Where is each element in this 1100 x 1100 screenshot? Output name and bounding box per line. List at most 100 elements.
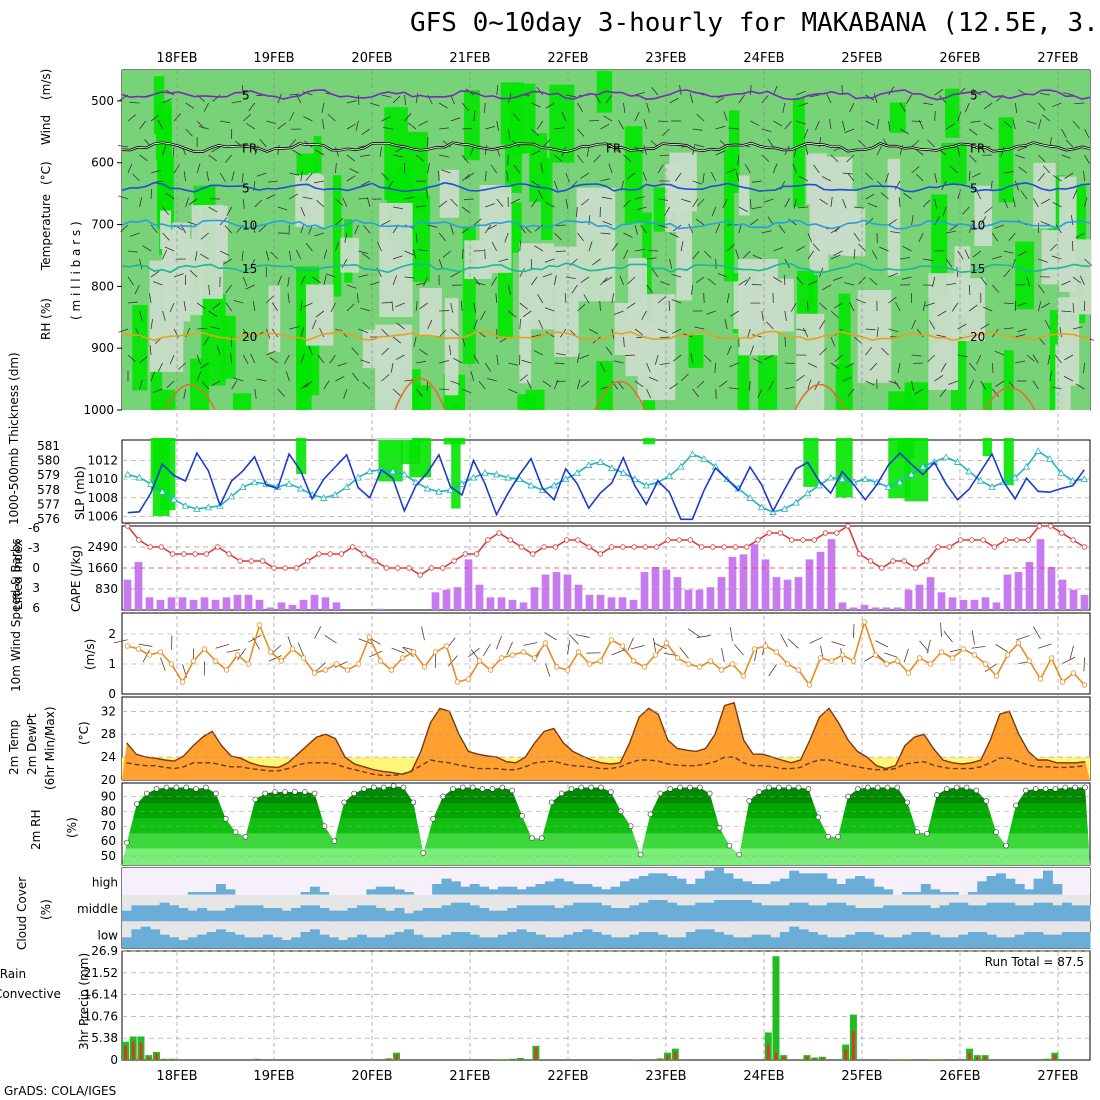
rh-light-cell [974, 185, 992, 247]
wind-barb [1017, 250, 1028, 257]
wind-barb [900, 257, 911, 260]
wind-barb [360, 307, 371, 312]
y-tick-label-upper: 600 [91, 156, 114, 170]
lifted-index-series-point [203, 551, 210, 557]
wind-barb [752, 358, 762, 364]
thickness-series-point [827, 473, 835, 481]
wind-barb [611, 293, 615, 304]
cloud-low-cell [855, 932, 865, 948]
wind-speed-series-point [344, 667, 351, 673]
wind-barb-10m [627, 637, 634, 651]
rh-point [222, 815, 229, 822]
cape-bar [200, 597, 209, 610]
wind-barb [153, 388, 163, 393]
wind-barb [1061, 310, 1072, 313]
wind-barb [162, 232, 170, 241]
wind-barb [415, 93, 419, 104]
wind-barb [555, 352, 566, 356]
wind-barb [613, 360, 624, 364]
wind-barb [256, 172, 267, 177]
wind-speed-series-point [806, 682, 813, 688]
cloud-low-cell [892, 937, 903, 948]
wind-barb [216, 345, 221, 356]
cloud-middle-cell [892, 905, 903, 922]
wind-barb [735, 171, 740, 182]
wind-barb [588, 328, 598, 335]
cloud-middle-cell [1024, 905, 1035, 922]
wind-speed-series-point [674, 655, 681, 661]
cloud-middle-cell [131, 905, 142, 922]
precip-total-bar [935, 1059, 943, 1060]
cloud-high-cell [1005, 878, 1016, 895]
rh-light-cell [887, 158, 901, 276]
precip-convective-bar [147, 1056, 151, 1060]
wind-barb [196, 302, 206, 310]
wind-speed-series-point [927, 661, 934, 667]
lifted-index-series-point [867, 558, 874, 564]
wind-barb [233, 377, 244, 382]
wind-barb [761, 230, 772, 234]
lifted-index-series-point [440, 565, 446, 571]
wind-barb [416, 360, 427, 364]
wind-barb [127, 276, 134, 286]
wind-barb-10m [470, 649, 480, 661]
wind-barb [358, 328, 368, 333]
wind-barb [968, 362, 977, 371]
wind-barb [287, 276, 290, 287]
precip-convective-bar [821, 1057, 824, 1060]
wind-barb [659, 154, 670, 157]
wind-barb [211, 380, 221, 387]
cloud-low-cell [432, 937, 443, 948]
wind-barb [423, 276, 428, 287]
wind-barb [335, 146, 340, 157]
cape-axis-label: CAPE (J/kg) [69, 545, 83, 612]
cloud-low-cell [291, 937, 302, 948]
wind-barb [391, 301, 394, 312]
wind-barb [390, 362, 394, 373]
lifted-index-series-point [890, 558, 896, 564]
cloud-low-cell [761, 934, 771, 948]
date-label-bottom: 18FEB [156, 1069, 197, 1084]
thickness-tick-label: 576 [37, 512, 60, 526]
wind-barb [984, 206, 993, 214]
wind-barb [968, 171, 971, 182]
rh-point [697, 784, 703, 791]
wind-barb [669, 258, 673, 269]
thickness-series-point [550, 481, 558, 489]
lifted-index-series-point [293, 565, 300, 571]
cloud-high-cell [432, 884, 443, 895]
lifted-index-series-point [957, 537, 964, 543]
wind-barb [728, 127, 739, 130]
thickness-series-point [296, 484, 305, 492]
cape-bar [321, 597, 330, 610]
wind-barb [392, 388, 401, 397]
wind-barb [842, 120, 846, 131]
date-label-top: 20FEB [351, 51, 392, 66]
cloud-low-cell [573, 932, 584, 948]
wind-barb [1051, 102, 1062, 108]
contour-FR-inner [121, 142, 1091, 153]
wind-speed-series-point [795, 667, 802, 673]
cape-bar [453, 587, 462, 610]
rh-point [776, 784, 782, 791]
wind-barb [404, 250, 414, 256]
wind-barb [289, 193, 299, 200]
date-label-top: 18FEB [156, 51, 197, 66]
wind-barb [531, 128, 539, 137]
wind-barb [1049, 243, 1058, 252]
rh-point [558, 790, 565, 797]
wind-barb [317, 354, 325, 364]
lifted-index-series-point [1025, 537, 1031, 543]
cape-bar [739, 554, 748, 610]
lifted-index-series-point [991, 544, 998, 550]
wind-barb [341, 258, 348, 268]
wind-barb [315, 310, 325, 318]
cape-bar [893, 607, 902, 610]
wind-barb [308, 345, 313, 356]
wind-barb [600, 178, 611, 182]
chart-title: GFS 0~10day 3-hourly for MAKABANA (12.5E… [410, 8, 1100, 38]
rh-bright-cell [737, 303, 750, 434]
rh-point [884, 784, 891, 791]
wind-barb [188, 198, 198, 205]
wind-speed-series-point [179, 679, 186, 685]
